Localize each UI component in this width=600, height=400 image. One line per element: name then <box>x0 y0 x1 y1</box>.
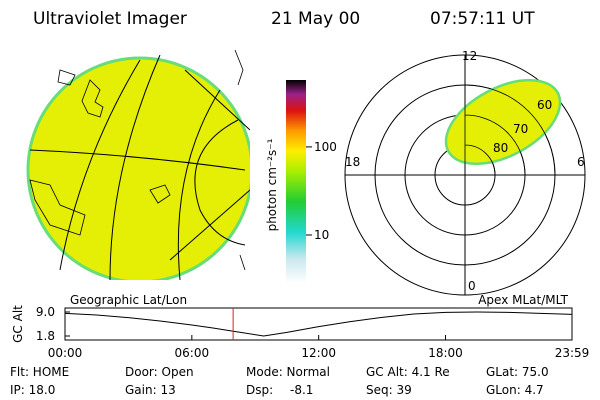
x-tick-label: 00:00 <box>48 346 83 360</box>
lat-label: 60 <box>537 98 552 112</box>
y-axis-label: GC Alt <box>11 305 25 343</box>
auroral-oval <box>444 78 562 166</box>
status: -8.1 <box>290 383 313 397</box>
status: IP: 18.0 <box>10 383 55 397</box>
lat-label: 70 <box>513 122 528 136</box>
x-tick-label: 06:00 <box>175 346 210 360</box>
status: Dsp: <box>246 383 273 397</box>
status: GLon: 4.7 <box>486 383 544 397</box>
status: Mode: Normal <box>246 365 330 379</box>
status: GLat: 75.0 <box>486 365 549 379</box>
mlt-label: 6 <box>577 155 585 169</box>
status: Door: Open <box>125 365 194 379</box>
mlt-label: 12 <box>462 49 477 63</box>
x-tick-label: 18:00 <box>428 346 463 360</box>
geo-image <box>26 50 250 280</box>
status: Seq: 39 <box>366 383 412 397</box>
colorbar <box>286 80 306 283</box>
status: Gain: 13 <box>125 383 176 397</box>
mlt-label: 0 <box>468 279 476 293</box>
mlt-label: 18 <box>345 155 360 169</box>
panel-label: Apex MLat/MLT <box>478 293 568 307</box>
title: Ultraviolet Imager <box>33 9 187 29</box>
status: GC Alt: 4.1 Re <box>366 365 450 379</box>
colorbar-tick-label: 10 <box>314 228 329 242</box>
polar-grid-over <box>464 55 585 176</box>
y-tick-label: 9.0 <box>36 305 55 319</box>
status: Flt: HOME <box>10 365 69 379</box>
lat-label: 80 <box>493 141 508 155</box>
panel-label: Geographic Lat/Lon <box>70 293 187 307</box>
x-tick-label: 23:59 <box>555 346 590 360</box>
altitude-line <box>64 311 573 337</box>
time: 07:57:11 UT <box>430 9 535 29</box>
colorbar-tick-label: 100 <box>314 140 337 154</box>
y-tick-label: 1.8 <box>36 329 55 343</box>
date: 21 May 00 <box>271 9 360 29</box>
x-tick-label: 12:00 <box>301 346 336 360</box>
colorbar-label: photon cm⁻²s⁻¹ <box>265 138 279 231</box>
